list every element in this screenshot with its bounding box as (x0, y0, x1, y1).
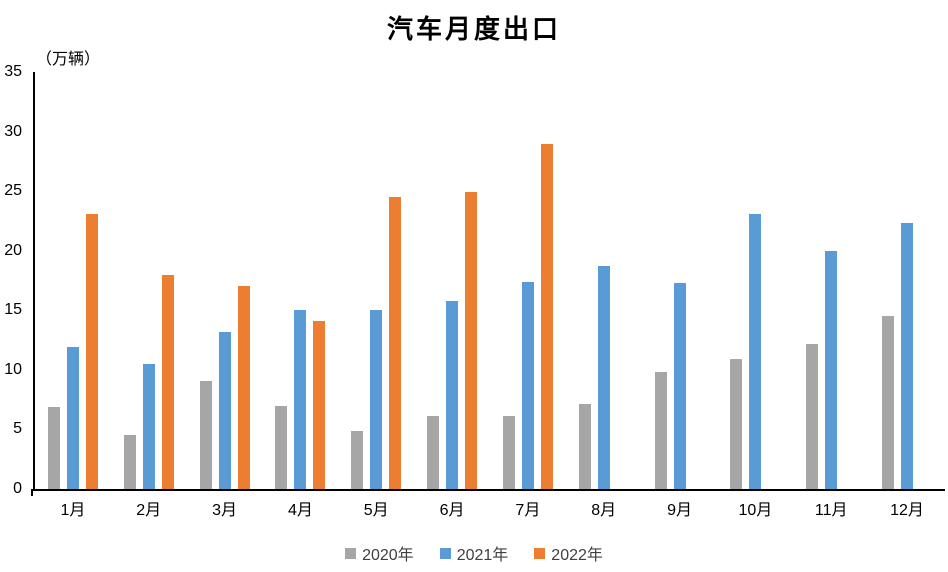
bar-2020年-3月 (199, 380, 212, 489)
bar-2020年-6月 (427, 416, 440, 489)
bar-2021年-10月 (749, 213, 762, 489)
bar-2021年-9月 (673, 282, 686, 489)
bar-group-1月 (35, 72, 111, 489)
legend-item-2020年: 2020年 (345, 541, 414, 565)
legend-label: 2021年 (456, 547, 509, 564)
bar-2020年-5月 (351, 430, 364, 489)
x-axis-label-8月: 8月 (591, 502, 617, 519)
x-axis-label-4月: 4月 (287, 502, 313, 519)
x-axis-label-6月: 6月 (439, 502, 465, 519)
bar-2021年-6月 (446, 300, 459, 489)
bar-2021年-11月 (825, 250, 838, 489)
x-axis-label-10月: 10月 (738, 502, 773, 519)
bar-group-4月 (262, 72, 338, 489)
bar-2020年-9月 (654, 372, 667, 489)
bar-2020年-4月 (275, 405, 288, 489)
plot-area (33, 72, 945, 491)
bar-2020年-10月 (730, 359, 743, 489)
bar-2020年-2月 (123, 435, 136, 489)
bar-group-2月 (111, 72, 187, 489)
x-axis-label-11月: 11月 (814, 502, 848, 519)
x-axis-label-7月: 7月 (515, 502, 541, 519)
x-axis: 1月 2月 3月 4月 5月 6月 7月 8月 9月 10月 11月 12月 (35, 496, 945, 520)
bar-2020年-12月 (882, 316, 895, 489)
y-axis-tick-label: 35 (4, 63, 22, 80)
legend-item-2021年: 2021年 (439, 541, 509, 565)
x-axis-label-1月: 1月 (60, 502, 86, 519)
y-axis: 0 5 10 15 20 25 30 35 (0, 63, 27, 497)
bar-group-10月 (717, 72, 793, 489)
bar-2020年-8月 (578, 404, 591, 489)
bar-group-3月 (187, 72, 263, 489)
bar-2020年-1月 (47, 406, 60, 489)
x-axis-origin-tick (31, 489, 33, 496)
bar-2022年-3月 (237, 286, 250, 489)
bar-2022年-1月 (85, 213, 98, 489)
y-axis-tick-label: 30 (4, 122, 22, 140)
y-axis-tick-label: 20 (4, 241, 22, 259)
bar-2021年-3月 (218, 331, 231, 489)
y-axis-tick-label: 0 (13, 480, 22, 497)
legend: 2020年 2021年 2022年 (0, 541, 948, 565)
bar-group-11月 (793, 72, 869, 489)
bar-2022年-2月 (161, 274, 174, 489)
bar-2022年-6月 (465, 192, 478, 489)
legend-label: 2020年 (362, 547, 414, 564)
x-axis-label-12月: 12月 (890, 502, 924, 519)
bar-2020年-7月 (502, 416, 515, 489)
legend-swatch (439, 547, 451, 559)
bar-2022年-5月 (389, 197, 402, 489)
bar-2021年-7月 (521, 281, 534, 489)
bar-2022年-7月 (540, 143, 553, 489)
y-axis-tick-label: 10 (4, 360, 22, 378)
x-axis-label-9月: 9月 (667, 502, 692, 519)
bar-2021年-12月 (901, 223, 914, 489)
y-axis-unit-label: （万辆） (36, 51, 101, 68)
legend-label: 2022年 (551, 547, 603, 564)
bar-2020年-11月 (806, 343, 819, 489)
bar-groups (35, 72, 945, 489)
bar-group-6月 (414, 72, 490, 489)
legend-swatch (534, 547, 546, 559)
bar-group-9月 (642, 72, 718, 489)
bar-2021年-1月 (66, 347, 79, 489)
y-axis-tick-label: 25 (4, 182, 22, 200)
bar-group-5月 (338, 72, 414, 489)
bar-2022年-4月 (313, 321, 326, 489)
chart-title: 汽车月度出口 (386, 15, 561, 44)
x-axis-label-3月: 3月 (212, 502, 238, 519)
x-axis-label-5月: 5月 (363, 502, 389, 519)
bar-2021年-5月 (370, 310, 383, 489)
bar-group-12月 (869, 72, 945, 489)
bar-group-7月 (490, 72, 566, 489)
bar-group-8月 (566, 72, 642, 489)
y-axis-tick-label: 5 (13, 420, 22, 438)
y-axis-tick-label: 15 (4, 301, 22, 319)
legend-item-2022年: 2022年 (534, 541, 603, 565)
x-axis-label-2月: 2月 (136, 502, 162, 519)
bar-2021年-8月 (597, 266, 610, 489)
legend-swatch (345, 547, 357, 559)
bar-2021年-2月 (142, 363, 155, 489)
bar-2021年-4月 (294, 310, 307, 489)
